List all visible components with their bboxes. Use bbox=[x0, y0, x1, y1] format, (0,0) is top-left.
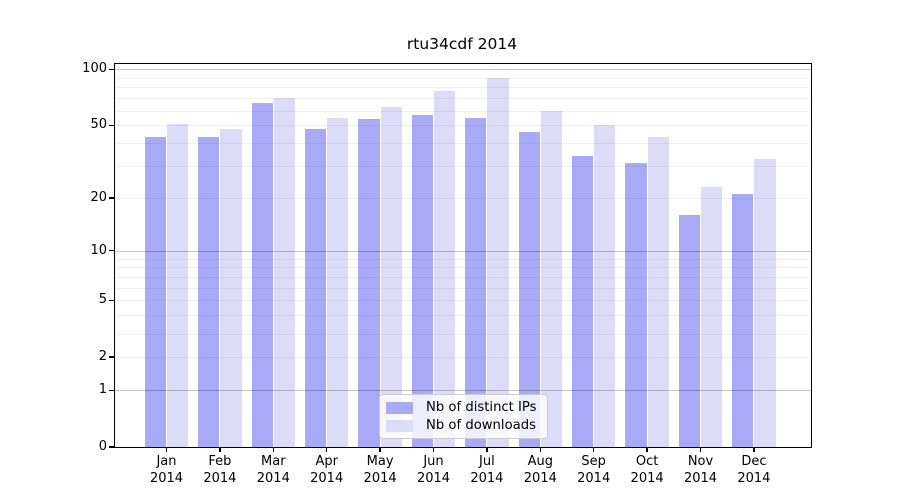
gridline-minor bbox=[115, 287, 811, 289]
bar-downloads bbox=[327, 117, 349, 447]
bar-downloads bbox=[647, 137, 669, 447]
bar-distinct-ips bbox=[678, 215, 700, 447]
bar-downloads bbox=[540, 110, 562, 447]
legend-item-distinct-ips: Nb of distinct IPs bbox=[386, 400, 537, 415]
bar-downloads bbox=[167, 123, 189, 447]
y-axis-tick bbox=[108, 446, 114, 448]
y-axis-tick-label: 100 bbox=[82, 61, 107, 77]
gridline-minor bbox=[115, 300, 811, 302]
y-axis-tick bbox=[108, 299, 114, 302]
y-axis-tick bbox=[108, 124, 114, 126]
gridline-minor bbox=[115, 315, 811, 317]
gridline-minor bbox=[115, 276, 811, 278]
bar-downloads bbox=[487, 77, 509, 447]
x-axis-tick-label: Dec 2014 bbox=[737, 454, 771, 486]
x-axis-tick-label: Jun 2014 bbox=[416, 454, 451, 486]
bar-distinct-ips bbox=[251, 103, 273, 447]
x-axis-tick bbox=[326, 447, 328, 452]
y-axis-tick-label: 1 bbox=[98, 382, 107, 398]
x-axis-tick bbox=[165, 447, 168, 452]
legend-item-downloads: Nb of downloads bbox=[386, 418, 537, 433]
x-axis-tick-label: Sep 2014 bbox=[577, 454, 611, 486]
y-axis-tick-label: 5 bbox=[98, 292, 107, 308]
x-axis-tick-label: May 2014 bbox=[363, 454, 397, 486]
plot-area: Nb of distinct IPs Nb of downloads 0 1 2 5 1… bbox=[82, 61, 812, 486]
legend: Nb of distinct IPs Nb of downloads bbox=[379, 394, 548, 439]
legend-label-distinct-ips: Nb of distinct IPs bbox=[426, 400, 537, 415]
gridline-minor bbox=[115, 166, 811, 167]
bar-downloads bbox=[434, 90, 456, 447]
bar-distinct-ips bbox=[572, 156, 594, 447]
gridline-minor bbox=[115, 258, 811, 260]
bar-downloads bbox=[380, 106, 402, 447]
gridline-minor bbox=[115, 357, 811, 359]
bar-distinct-ips bbox=[465, 117, 487, 447]
gridline-minor bbox=[115, 77, 811, 79]
x-axis-tick-label: Mar 2014 bbox=[256, 454, 290, 486]
gridline-minor bbox=[115, 110, 811, 112]
bar-distinct-ips bbox=[518, 132, 540, 447]
legend-label-downloads: Nb of downloads bbox=[426, 418, 536, 433]
bar-downloads bbox=[273, 98, 295, 447]
y-axis-tick-label: 2 bbox=[98, 349, 107, 365]
bar-distinct-ips bbox=[305, 128, 327, 447]
x-axis-tick bbox=[753, 447, 755, 452]
bar-distinct-ips bbox=[411, 114, 433, 447]
x-axis-tick bbox=[272, 447, 274, 452]
y-axis-tick bbox=[108, 356, 114, 358]
x-axis-tick bbox=[699, 447, 702, 452]
gridline-minor bbox=[115, 197, 811, 199]
x-axis-tick-label: Apr 2014 bbox=[310, 454, 344, 486]
y-axis-tick bbox=[108, 197, 114, 199]
y-axis-tick-label: 10 bbox=[90, 242, 107, 258]
chart-title: rtu34cdf 2014 bbox=[406, 35, 518, 53]
bar-distinct-ips bbox=[732, 194, 754, 447]
x-axis-tick bbox=[379, 447, 381, 452]
x-axis-tick-label: Jan 2014 bbox=[149, 454, 184, 486]
y-axis-tick-label: 0 bbox=[98, 439, 107, 454]
y-axis-tick bbox=[108, 68, 114, 71]
y-axis-tick bbox=[108, 250, 114, 252]
gridline-major bbox=[115, 69, 811, 71]
legend-swatch-downloads bbox=[386, 419, 413, 432]
x-axis-tick-label: Oct 2014 bbox=[630, 454, 664, 486]
bar-downloads bbox=[701, 187, 723, 447]
x-axis-tick bbox=[486, 447, 488, 452]
gridline-minor bbox=[115, 98, 811, 100]
gridline-major bbox=[115, 250, 811, 252]
x-axis-tick bbox=[593, 447, 595, 452]
y-axis-tick-label: 50 bbox=[90, 117, 107, 133]
x-axis-tick bbox=[432, 447, 435, 452]
bar-distinct-ips bbox=[144, 137, 166, 447]
y-axis-tick-label: 20 bbox=[90, 189, 107, 205]
bar-distinct-ips bbox=[198, 137, 220, 447]
x-axis-tick-label: Feb 2014 bbox=[203, 454, 237, 486]
x-axis-tick bbox=[219, 447, 221, 452]
x-axis-tick bbox=[646, 447, 648, 452]
gridline-major bbox=[115, 390, 811, 392]
gridline-minor bbox=[115, 125, 811, 127]
y-axis-tick bbox=[108, 389, 114, 391]
gridline-minor bbox=[115, 333, 811, 335]
bar-downloads bbox=[754, 158, 776, 447]
bar-distinct-ips bbox=[358, 119, 380, 447]
x-axis-tick-label: Nov 2014 bbox=[683, 454, 718, 486]
gridline-minor bbox=[115, 143, 811, 145]
x-axis-tick bbox=[539, 447, 541, 452]
x-axis-tick-label: Jul 2014 bbox=[470, 454, 504, 486]
x-axis-tick-label: Aug 2014 bbox=[523, 454, 557, 486]
bar-distinct-ips bbox=[625, 163, 647, 447]
legend-swatch-distinct-ips bbox=[386, 401, 413, 414]
bar-downloads bbox=[594, 125, 616, 447]
gridline-minor bbox=[115, 267, 811, 269]
bar-downloads bbox=[220, 128, 242, 447]
gridline-minor bbox=[115, 87, 811, 89]
